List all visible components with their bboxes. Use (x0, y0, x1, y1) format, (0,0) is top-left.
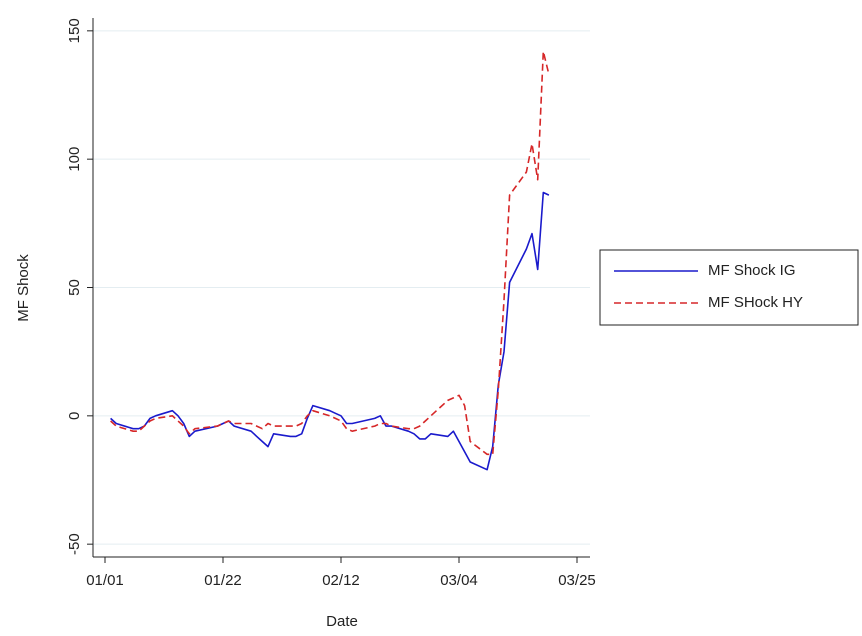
legend-box (599, 249, 859, 326)
x-tick-label: 03/25 (558, 572, 596, 589)
x-tick-label: 01/01 (86, 572, 124, 589)
x-tick-label: 02/12 (322, 572, 360, 589)
x-axis-title: Date (326, 613, 358, 630)
series-line (110, 191, 550, 471)
series-line (110, 50, 550, 456)
y-tick-label: 150 (66, 18, 83, 43)
y-tick-label: 0 (66, 412, 83, 420)
legend-label: MF SHock HY (708, 294, 803, 311)
y-tick-label: -50 (66, 533, 83, 555)
y-axis-title: MF Shock (15, 254, 32, 322)
x-tick-label: 01/22 (204, 572, 242, 589)
y-tick-label: 50 (66, 279, 83, 296)
x-tick-label: 03/04 (440, 572, 478, 589)
legend-label: MF Shock IG (708, 262, 796, 279)
y-tick-label: 100 (66, 147, 83, 172)
